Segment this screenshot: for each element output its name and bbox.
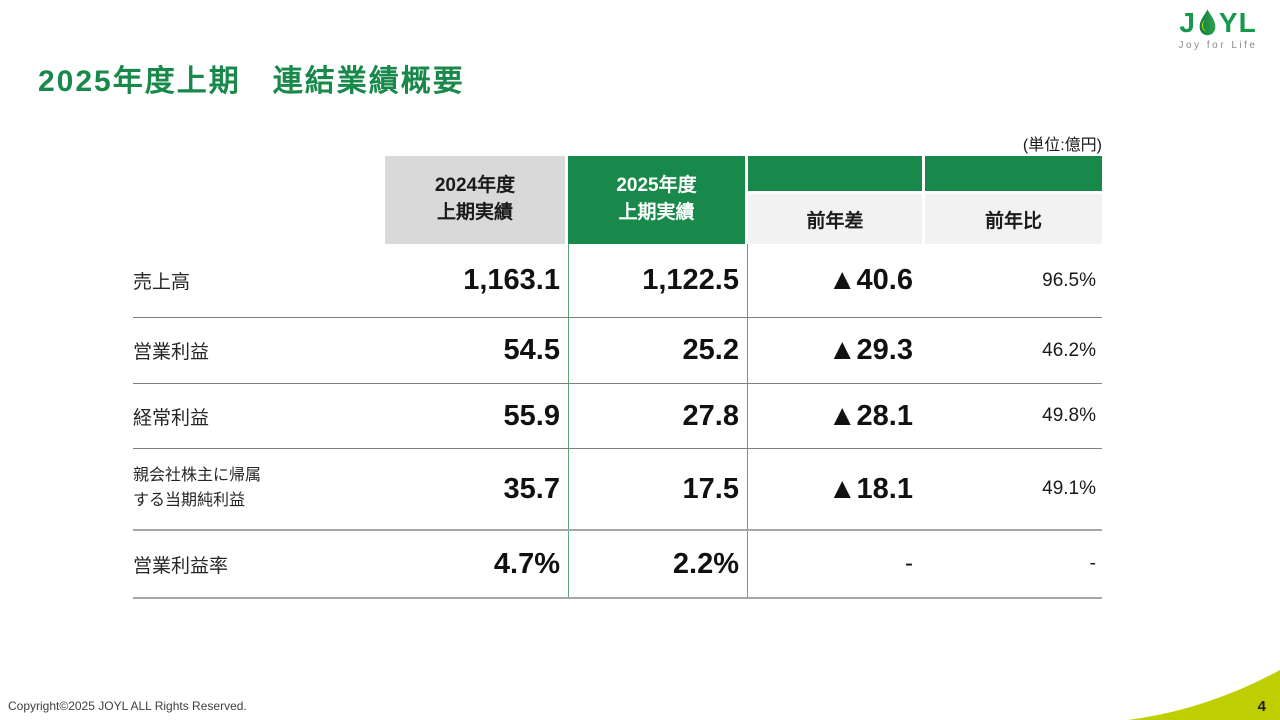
unit-label: (単位:億円) [1022, 137, 1102, 154]
cell-fy2025: 27.8 [568, 384, 748, 448]
page-title: 2025年度上期 連結業績概要 [38, 65, 465, 98]
header-ratio-label: 前年比 [925, 194, 1102, 244]
cell-ratio: 46.2% [1042, 339, 1096, 361]
cell-fy2024: 35.7 [503, 472, 560, 505]
cell-fy2024: 4.7% [493, 547, 560, 580]
cell-fy2025: 25.2 [568, 318, 748, 383]
table-row: 経常利益 55.9 27.8 ▲28.1 49.8% [133, 384, 1102, 449]
cell-diff: - [905, 550, 913, 577]
copyright-text: Copyright©2025 JOYL ALL Rights Reserved. [8, 699, 247, 713]
cell-fy2025: 2.2% [568, 531, 748, 597]
table-row: 営業利益 54.5 25.2 ▲29.3 46.2% [133, 318, 1102, 384]
cell-ratio: 49.8% [1042, 405, 1096, 426]
header-fy2025: 2025年度 上期実績 [568, 156, 748, 244]
logo-tagline: Joy for Life [1178, 40, 1258, 51]
corner-accent-shape [1128, 670, 1280, 720]
header-ratio-green-bar [925, 156, 1102, 194]
cell-ratio: 96.5% [1042, 269, 1096, 291]
row-label: 親会社株主に帰属 する当期純利益 [133, 467, 262, 509]
table-row: 親会社株主に帰属 する当期純利益 35.7 17.5 ▲18.1 49.1% [133, 449, 1102, 531]
results-table: 2024年度 上期実績 2025年度 上期実績 前年差 前年比 売上高 1,16 [133, 156, 1102, 599]
header-fy2025-line2: 上期実績 [618, 202, 695, 223]
row-label: 営業利益率 [133, 555, 229, 577]
cell-diff: ▲28.1 [827, 399, 913, 432]
table-row: 売上高 1,163.1 1,122.5 ▲40.6 96.5% [133, 244, 1102, 318]
joyl-logo: J YL Joy for Life [1172, 8, 1264, 52]
cell-fy2024: 54.5 [503, 334, 560, 366]
droplet-icon [1199, 9, 1216, 36]
row-label: 売上高 [133, 272, 191, 293]
header-ratio: 前年比 [925, 156, 1102, 244]
logo-letter-j: J [1179, 7, 1196, 38]
cell-ratio: 49.1% [1042, 478, 1096, 499]
logo-letters-yl: YL [1218, 7, 1257, 38]
page-number: 4 [1257, 698, 1266, 715]
cell-diff: ▲40.6 [827, 264, 913, 296]
header-diff: 前年差 [748, 156, 925, 244]
cell-fy2024: 1,163.1 [463, 264, 560, 296]
joyl-logo-wordmark: J YL [1172, 8, 1264, 37]
table-header-row: 2024年度 上期実績 2025年度 上期実績 前年差 前年比 [133, 156, 1102, 244]
cell-ratio: - [1089, 553, 1096, 574]
header-fy2024-line1: 2024年度 [434, 175, 516, 197]
header-diff-green-bar [748, 156, 922, 194]
row-label: 営業利益 [133, 342, 210, 363]
header-diff-label: 前年差 [748, 194, 922, 244]
cell-fy2025: 17.5 [568, 449, 748, 529]
cell-fy2024: 55.9 [503, 399, 560, 432]
header-blank-cell [133, 156, 385, 244]
row-label: 経常利益 [133, 407, 210, 429]
cell-diff: ▲18.1 [827, 472, 913, 505]
header-fy2024-line2: 上期実績 [436, 202, 513, 223]
header-fy2024: 2024年度 上期実績 [385, 156, 568, 244]
table-row: 営業利益率 4.7% 2.2% - - [133, 531, 1102, 599]
cell-fy2025: 1,122.5 [568, 244, 748, 317]
header-fy2025-line1: 2025年度 [616, 175, 697, 197]
cell-diff: ▲29.3 [827, 334, 913, 366]
